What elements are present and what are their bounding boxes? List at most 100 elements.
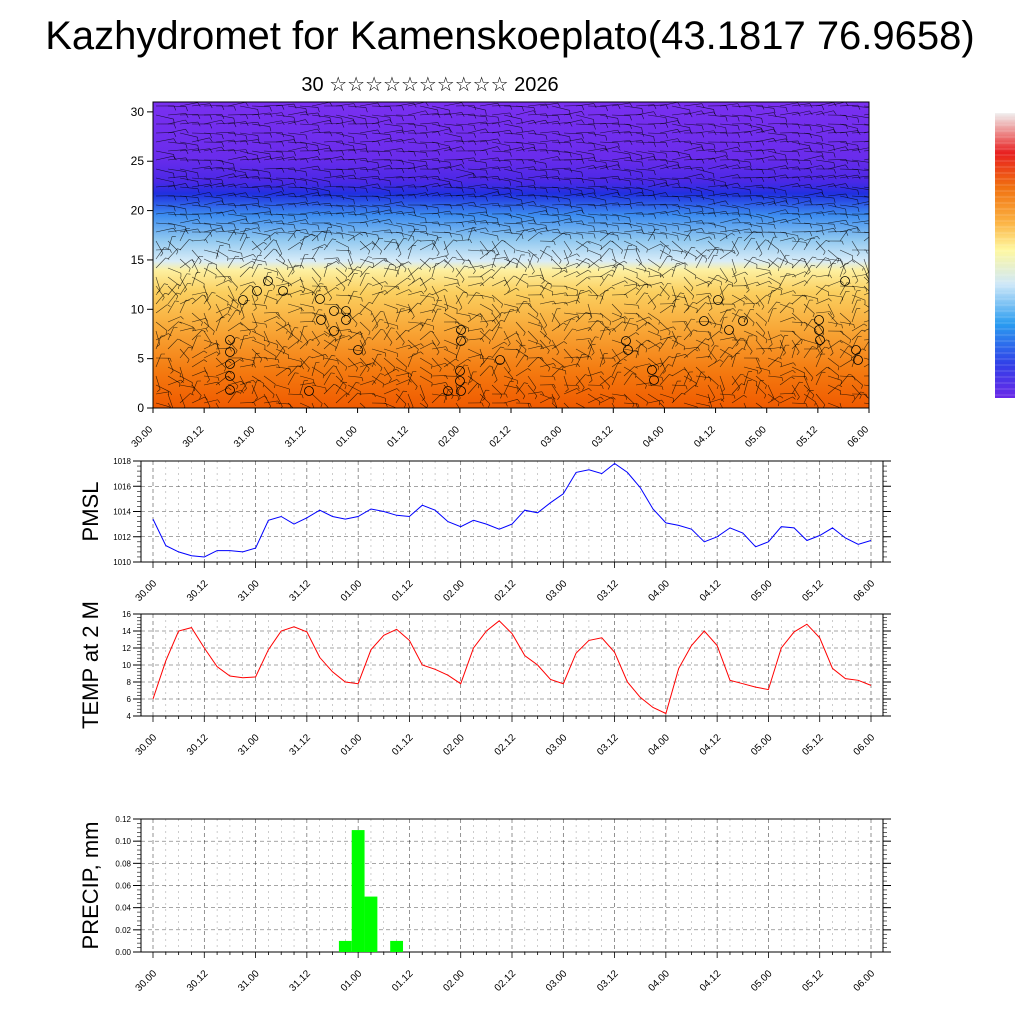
wind-barb <box>851 220 869 224</box>
wind-barb <box>623 105 642 109</box>
wind-barb <box>803 258 811 272</box>
wind-barb <box>431 330 440 343</box>
wind-barb-flag <box>449 232 452 238</box>
wind-barb <box>455 312 470 317</box>
wind-barb-flag <box>216 342 220 346</box>
calm-circle <box>278 286 288 296</box>
wind-barb-flag <box>501 239 506 242</box>
wind-barb-flag <box>715 246 720 249</box>
wind-barb-flag <box>653 111 657 116</box>
wind-barb <box>527 345 542 350</box>
wind-barb-flag <box>235 228 240 230</box>
wind-barb <box>263 204 282 206</box>
wind-barb <box>527 159 546 164</box>
wind-barb-flag <box>341 105 345 111</box>
wind-barb <box>179 219 198 224</box>
wind-barb-flag <box>296 229 301 232</box>
x-tick-label: 30.12 <box>185 968 211 994</box>
wind-barb <box>467 211 486 215</box>
wind-barb-flag <box>877 325 880 328</box>
wind-barb <box>467 159 486 163</box>
wind-barb-flag <box>367 364 372 366</box>
wind-barb <box>791 184 810 188</box>
wind-barb-flag <box>809 223 812 229</box>
wind-barb <box>491 159 510 162</box>
wind-barb-flag <box>507 289 511 293</box>
wind-barb <box>623 267 638 274</box>
wind-barb <box>311 231 323 242</box>
wind-barb <box>263 393 271 407</box>
wind-barb <box>755 366 770 371</box>
wind-barb <box>179 195 198 198</box>
wind-barb <box>287 279 301 287</box>
wind-barb <box>599 186 618 191</box>
wind-barb <box>707 200 726 206</box>
wind-barb <box>791 238 801 251</box>
wind-barb <box>227 204 246 207</box>
wind-barb <box>227 299 234 314</box>
wind-barb <box>443 112 462 116</box>
wind-barb <box>575 311 587 323</box>
wind-barb <box>191 255 200 269</box>
wind-barb-flag <box>209 183 213 189</box>
wind-barb-flag <box>533 185 537 191</box>
wind-barb-flag <box>785 174 789 180</box>
wind-barb <box>467 348 481 356</box>
wind-barb-flag <box>667 282 672 285</box>
wind-barb <box>563 356 578 359</box>
wind-barb <box>179 273 188 287</box>
wind-barb <box>359 168 378 171</box>
wind-barb-flag <box>197 172 199 178</box>
wind-barb-flag <box>768 280 772 285</box>
wind-barb-flag <box>293 139 297 144</box>
wind-barb <box>335 249 350 252</box>
wind-barb-flag <box>773 198 776 204</box>
wind-barb <box>623 150 642 156</box>
wind-barb <box>851 323 865 332</box>
wind-barb-flag <box>629 234 632 239</box>
wind-barb-flag <box>513 275 518 278</box>
wind-barb <box>635 141 655 143</box>
wind-barb-flag <box>317 156 321 161</box>
wind-barb-flag <box>545 119 549 125</box>
wind-barb <box>155 257 166 269</box>
wind-barb <box>683 103 702 107</box>
wind-barb-flag <box>204 396 208 400</box>
wind-barb-flag <box>709 236 712 240</box>
wind-barb-flag <box>523 273 528 276</box>
wind-barb-flag <box>629 131 633 137</box>
wind-barb-flag <box>227 313 231 316</box>
wind-barb-flag <box>709 332 712 336</box>
x-tick-label: 04.00 <box>647 578 673 604</box>
wind-barb-flag <box>485 121 489 127</box>
wind-barb-flag <box>199 395 202 400</box>
wind-barb-flag <box>565 268 568 273</box>
wind-barb-flag <box>550 284 552 289</box>
wind-barb-flag <box>571 359 574 364</box>
wind-barb-flag <box>878 251 879 255</box>
wind-barb-flag <box>175 295 179 300</box>
wind-barb <box>419 366 432 375</box>
wind-barb <box>431 263 437 278</box>
wind-barb <box>851 375 863 386</box>
wind-barb-flag <box>173 195 177 201</box>
wind-barb-flag <box>358 312 363 316</box>
wind-barb-flag <box>291 271 295 275</box>
wind-barb <box>239 266 251 278</box>
wind-barb-flag <box>257 158 261 164</box>
wind-barb-flag <box>713 180 716 186</box>
wind-barb <box>323 263 329 278</box>
wind-barb-flag <box>341 140 345 146</box>
wind-barb <box>611 363 619 377</box>
wind-barb-flag <box>515 287 520 291</box>
wind-barb-flag <box>593 217 595 223</box>
wind-barb <box>851 114 869 119</box>
wind-barb <box>515 339 527 350</box>
wind-barb <box>455 321 469 329</box>
wind-barb <box>599 326 606 341</box>
wind-barb <box>695 371 702 386</box>
wind-barb <box>491 257 506 260</box>
wind-barb-flag <box>449 192 453 198</box>
wind-barb-flag <box>330 372 335 374</box>
wind-barb <box>491 341 505 350</box>
